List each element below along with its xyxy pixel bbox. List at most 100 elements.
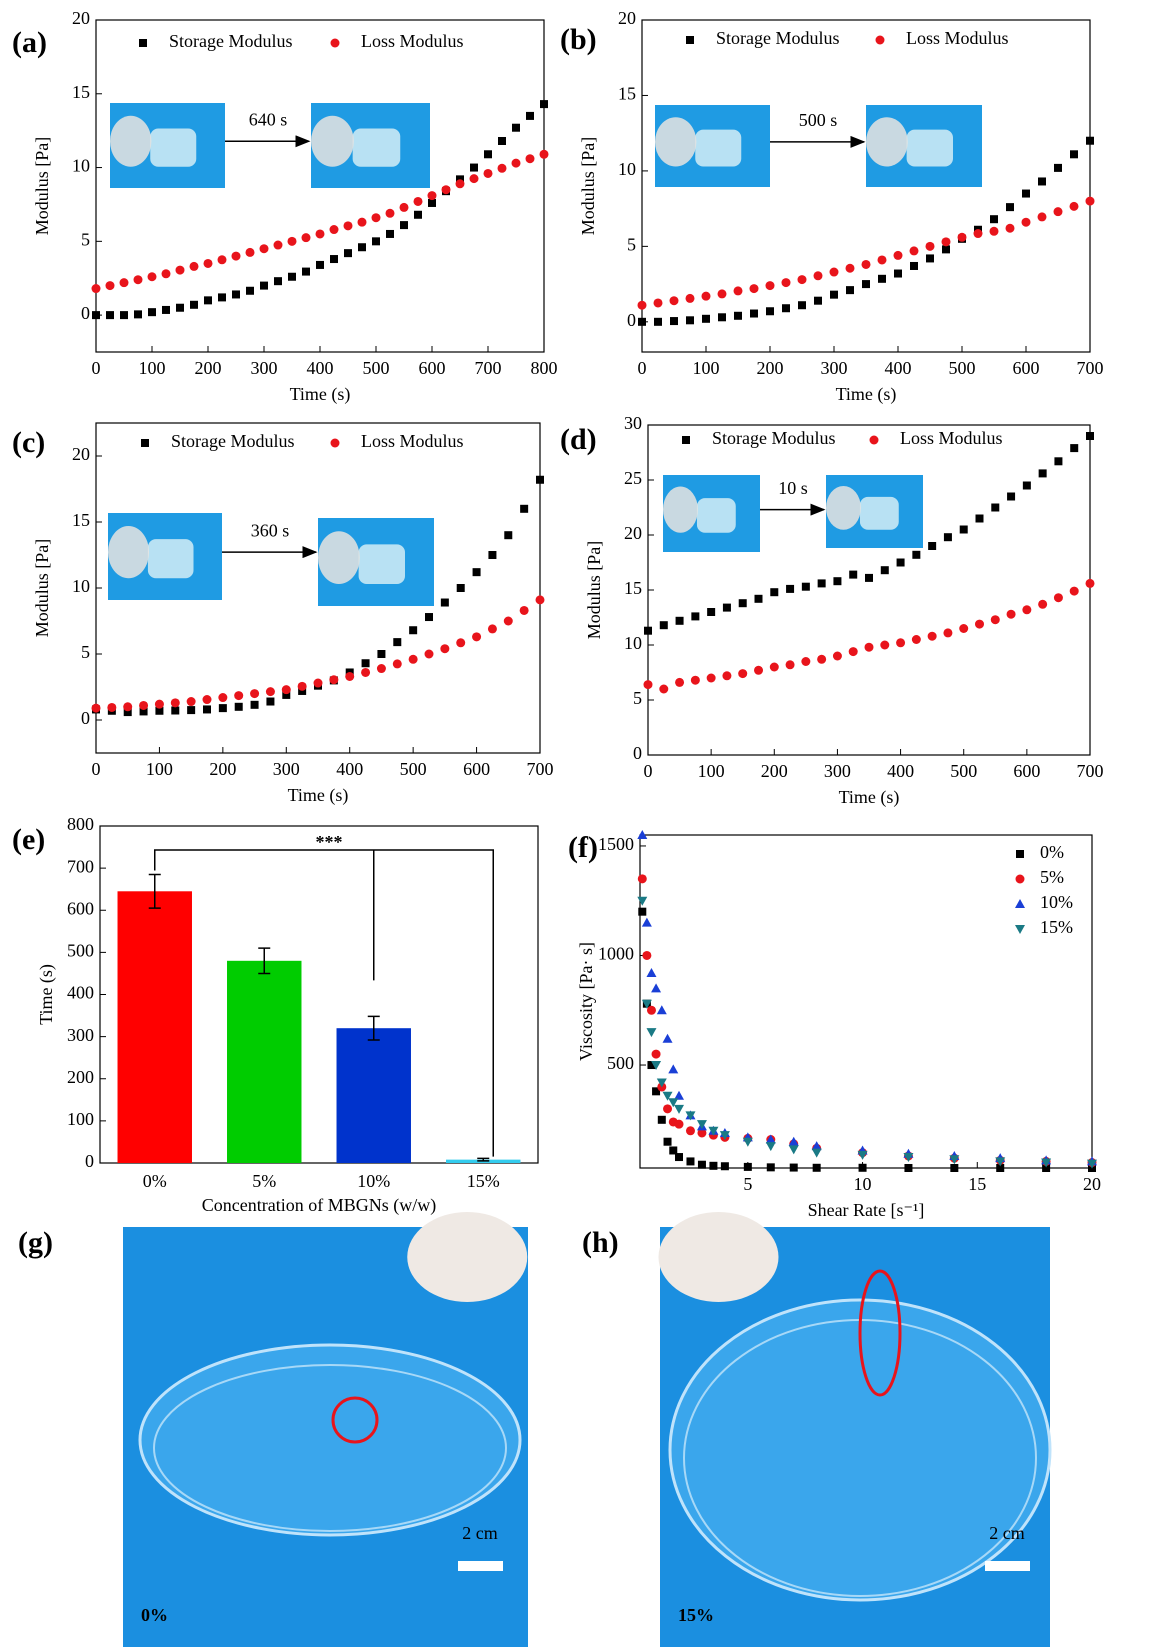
data-point: [250, 700, 259, 709]
data-point: [644, 626, 652, 635]
data-point: [973, 229, 983, 239]
data-point: [786, 584, 795, 593]
data-point: [925, 241, 935, 251]
data-point: [814, 296, 822, 305]
data-point: [718, 313, 726, 322]
y-tick-label: 500: [67, 941, 94, 961]
error-bar: [258, 947, 271, 975]
y-tick-label: 10: [618, 159, 636, 179]
data-point: [696, 1120, 707, 1130]
data-point: [539, 149, 549, 159]
data-point: [754, 665, 763, 675]
error-bar: [367, 1015, 380, 1041]
y-tick-label: 15: [72, 82, 90, 102]
data-point: [176, 303, 184, 312]
data-point: [742, 1137, 753, 1147]
data-point: [674, 1119, 684, 1129]
petri-dish: [138, 1343, 522, 1537]
vial: [147, 539, 194, 579]
vial: [859, 496, 899, 530]
bar: [227, 960, 302, 1163]
data-point: [706, 673, 716, 683]
annotation: 640 s: [249, 109, 288, 129]
x-tick-label: 20: [1083, 1174, 1101, 1194]
data-point: [1038, 177, 1046, 186]
data-point: [685, 1126, 695, 1136]
y-tick-label: 700: [67, 856, 94, 876]
x-axis-label: Time (s): [836, 384, 897, 405]
data-point: [643, 680, 653, 690]
x-tick-label: 600: [1013, 761, 1040, 781]
legend-label: Loss Modulus: [906, 28, 1009, 48]
legend-marker: [1015, 874, 1025, 884]
data-point: [483, 168, 493, 178]
data-point: [995, 1157, 1006, 1167]
data-point: [817, 579, 826, 588]
data-point: [669, 296, 679, 306]
y-tick-label: 300: [67, 1025, 94, 1045]
x-tick-label: 400: [336, 759, 363, 779]
data-point: [154, 699, 164, 709]
data-point: [203, 705, 211, 714]
annotation: 500 s: [799, 110, 838, 130]
data-point: [282, 690, 291, 699]
x-tick-label: 200: [757, 358, 784, 378]
y-axis-label: Time (s): [36, 964, 57, 1025]
x-tick-label: 200: [761, 761, 788, 781]
x-tick-label: 700: [527, 759, 554, 779]
data-point: [662, 1033, 673, 1043]
data-point: [957, 232, 967, 242]
x-axis-label: Concentration of MBGNs (w/w): [202, 1195, 436, 1216]
data-point: [170, 698, 180, 708]
legend-marker: [875, 35, 885, 45]
data-point: [770, 588, 779, 597]
x-tick-label: 200: [195, 358, 222, 378]
data-point: [498, 136, 506, 145]
y-tick-label: 5: [627, 234, 636, 254]
legend-label: Storage Modulus: [171, 431, 295, 451]
data-point: [720, 1162, 729, 1171]
data-point: [105, 281, 115, 291]
bar: [117, 891, 192, 1163]
data-point: [785, 660, 795, 670]
x-tick-label: 100: [146, 759, 173, 779]
data-point: [675, 677, 685, 687]
legend-marker: [1016, 850, 1024, 858]
x-tick-label: 800: [531, 358, 558, 378]
hand: [311, 115, 354, 167]
y-tick-label: 1000: [598, 944, 634, 964]
y-tick-label: 200: [67, 1067, 94, 1087]
data-point: [316, 260, 324, 269]
hand: [663, 486, 698, 533]
hand: [655, 117, 697, 167]
data-point: [1054, 457, 1063, 466]
data-point: [273, 240, 283, 250]
data-point: [927, 631, 937, 641]
data-point: [991, 503, 1000, 512]
data-point: [926, 254, 934, 263]
y-tick-label: 0: [633, 743, 642, 763]
data-point: [691, 612, 700, 621]
data-point: [488, 551, 497, 559]
data-point: [857, 1150, 868, 1160]
data-point: [928, 542, 937, 550]
data-point: [315, 229, 325, 239]
data-point: [232, 290, 240, 299]
photo-label: 15%: [678, 1605, 714, 1625]
y-tick-label: 0: [81, 708, 90, 728]
data-point: [903, 1153, 914, 1163]
x-tick-label: 500: [949, 358, 976, 378]
data-point: [637, 874, 647, 884]
panel-label: (c): [12, 426, 45, 459]
scale-label: 2 cm: [462, 1523, 498, 1543]
highlight-circle: [858, 1269, 902, 1397]
data-point: [864, 642, 874, 652]
data-point: [361, 659, 370, 668]
annotation: 10 s: [778, 478, 808, 498]
data-point: [440, 644, 450, 654]
data-point: [371, 213, 381, 223]
data-point: [659, 621, 668, 630]
legend-marker: [141, 439, 149, 447]
data-point: [811, 1148, 822, 1158]
data-point: [685, 293, 695, 303]
